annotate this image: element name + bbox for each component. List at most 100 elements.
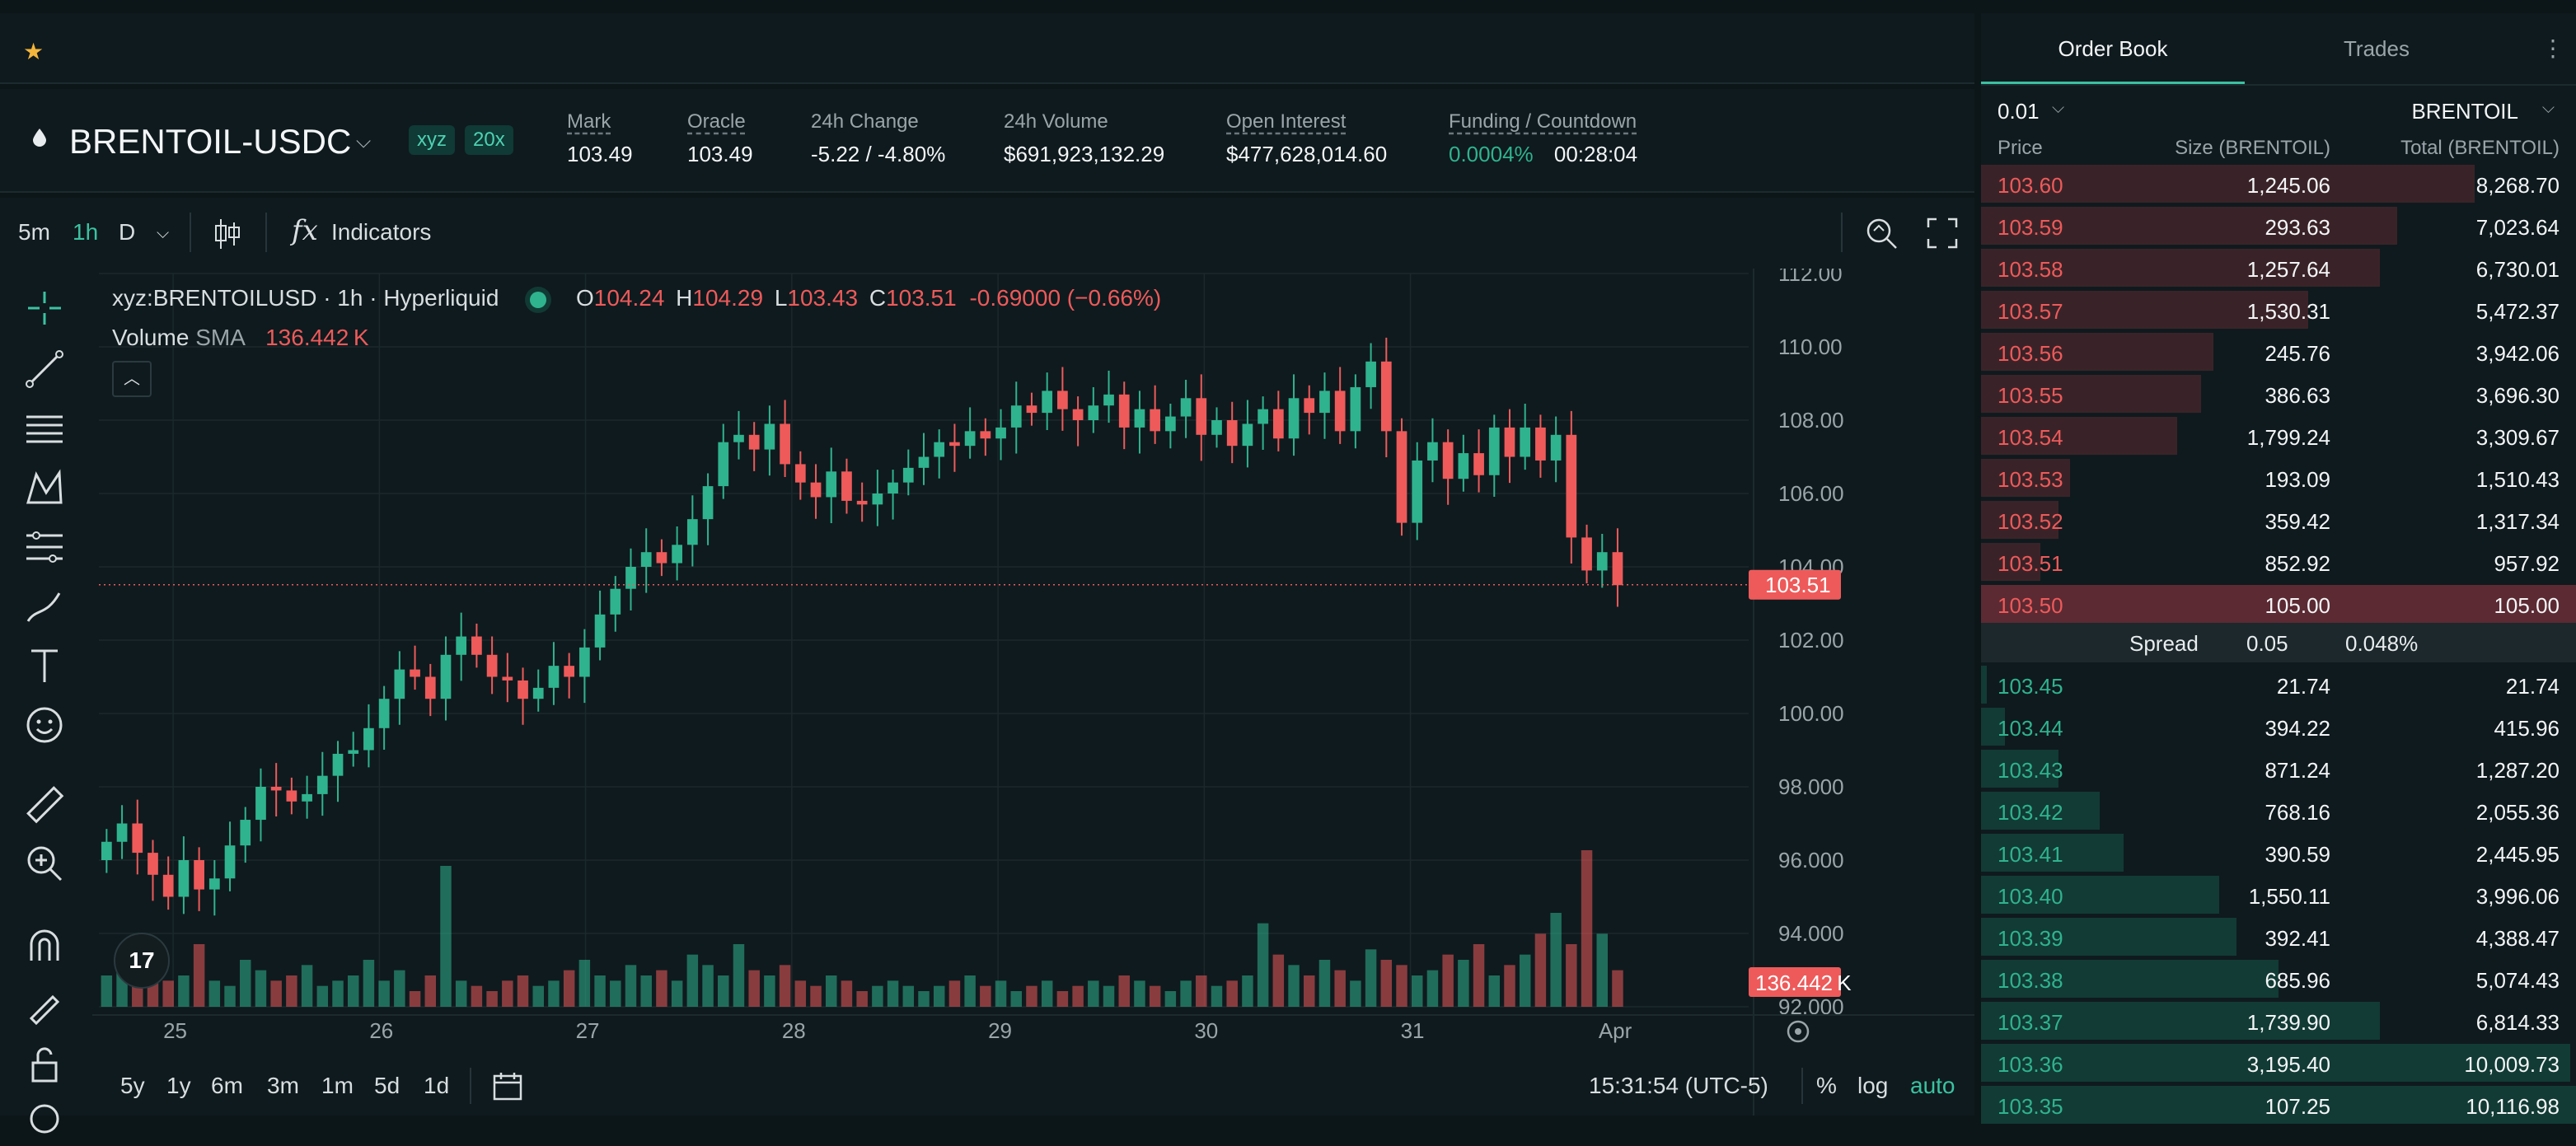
horizontal-lines-icon[interactable] <box>21 405 71 451</box>
bid-row[interactable]: 103.39 392.41 4,388.47 <box>1981 916 2576 957</box>
range-3m[interactable]: 3m <box>267 1073 299 1098</box>
spread-percent: 0.048% <box>2345 631 2419 656</box>
percent-toggle[interactable]: % <box>1816 1073 1837 1098</box>
crosshair-icon[interactable] <box>21 285 71 331</box>
volume-bar <box>702 965 714 1007</box>
ask-row[interactable]: 103.54 1,799.24 3,309.67 <box>1981 415 2576 456</box>
candle-body <box>1226 420 1238 447</box>
chevron-down-icon[interactable]: ⌵ <box>2541 99 2555 117</box>
y-tick-label: 96.000 <box>1778 848 1844 872</box>
range-1d[interactable]: 1d <box>424 1073 450 1098</box>
ask-row[interactable]: 103.58 1,257.64 6,730.01 <box>1981 247 2576 288</box>
tick-size-select[interactable]: 0.01 <box>1998 99 2040 124</box>
live-status-dot <box>530 291 547 308</box>
bid-row[interactable]: 103.42 768.16 2,055.36 <box>1981 790 2576 831</box>
bid-row[interactable]: 103.40 1,550.11 3,996.06 <box>1981 874 2576 915</box>
stat-label[interactable]: Funding / Countdown <box>1449 110 1637 133</box>
ask-row[interactable]: 103.52 359.42 1,317.34 <box>1981 499 2576 540</box>
order-total: 10,116.98 <box>2466 1094 2560 1119</box>
chevron-down-icon[interactable]: ⌵ <box>157 224 170 242</box>
chevron-down-icon[interactable]: ⌵ <box>356 130 372 152</box>
volume-bar <box>625 965 637 1007</box>
candlestick-chart[interactable]: 112.00110.00108.00106.00104.00102.00100.… <box>92 269 1974 1116</box>
indicators-button[interactable]: Indicators <box>331 219 432 245</box>
ohlc-label: H <box>676 285 693 311</box>
tab-trades[interactable]: Trades <box>2344 36 2410 61</box>
unlock-icon[interactable] <box>21 1041 71 1088</box>
lock-drawings-icon[interactable] <box>21 982 71 1028</box>
volume-bar <box>517 975 529 1007</box>
volume-bar <box>1056 991 1069 1007</box>
volume-bar <box>1458 960 1469 1007</box>
chevron-down-icon[interactable]: ⌵ <box>2052 99 2065 117</box>
brush-icon[interactable] <box>21 583 71 629</box>
ruler-icon[interactable] <box>21 781 71 827</box>
range-6m[interactable]: 6m <box>211 1073 243 1098</box>
bid-row[interactable]: 103.38 685.96 5,074.43 <box>1981 958 2576 999</box>
ask-row[interactable]: 103.53 193.09 1,510.43 <box>1981 457 2576 498</box>
candle-body <box>178 860 190 897</box>
ask-row[interactable]: 103.50 105.00 105.00 <box>1981 583 2576 624</box>
range-5y[interactable]: 5y <box>120 1073 145 1098</box>
bid-row[interactable]: 103.35 107.25 10,116.98 <box>1981 1084 2576 1125</box>
clock[interactable]: 15:31:54 (UTC-5) <box>1589 1073 1768 1098</box>
auto-toggle[interactable]: auto <box>1910 1073 1955 1098</box>
eye-icon[interactable] <box>21 1096 71 1142</box>
candle-body <box>1473 453 1484 475</box>
stat-label[interactable]: Oracle <box>687 110 746 133</box>
tab-order-book[interactable]: Order Book <box>1981 13 2245 84</box>
magnet-icon[interactable] <box>21 923 71 969</box>
pattern-icon[interactable] <box>21 465 71 511</box>
bid-row[interactable]: 103.41 390.59 2,445.95 <box>1981 832 2576 873</box>
ask-row[interactable]: 103.55 386.63 3,696.30 <box>1981 373 2576 414</box>
calendar-icon[interactable] <box>491 1069 524 1102</box>
fullscreen-icon[interactable] <box>1927 218 1958 249</box>
text-icon[interactable] <box>21 643 71 689</box>
ask-row[interactable]: 103.56 245.76 3,942.06 <box>1981 331 2576 372</box>
order-book-tabs: Order Book Trades ⋮ <box>1981 13 2576 86</box>
function-icon[interactable]: fx <box>292 214 318 247</box>
emoji-icon[interactable] <box>21 702 71 748</box>
bid-row[interactable]: 103.37 1,739.90 6,814.33 <box>1981 1000 2576 1041</box>
favorite-star-icon[interactable]: ★ <box>23 39 44 64</box>
timeframe-d[interactable]: D <box>119 219 136 245</box>
timeframe-5m[interactable]: 5m <box>18 219 50 245</box>
ask-row[interactable]: 103.59 293.63 7,023.64 <box>1981 205 2576 246</box>
divider <box>1841 213 1843 252</box>
ask-row[interactable]: 103.51 852.92 957.92 <box>1981 541 2576 582</box>
timeframe-1h[interactable]: 1h <box>73 219 99 245</box>
order-size: 105.00 <box>2265 593 2330 618</box>
tradingview-logo[interactable]: 17 <box>114 933 170 989</box>
zoom-in-icon[interactable] <box>21 840 71 886</box>
candle-body <box>471 636 482 655</box>
order-size: 1,739.90 <box>2246 1010 2330 1035</box>
candle-body <box>1103 394 1114 406</box>
asset-select[interactable]: BRENTOIL <box>2411 99 2518 124</box>
range-1m[interactable]: 1m <box>321 1073 354 1098</box>
bid-row[interactable]: 103.45 21.74 21.74 <box>1981 664 2576 705</box>
stat-label[interactable]: Mark <box>567 110 611 133</box>
stat-label[interactable]: Open Interest <box>1226 110 1347 133</box>
volume-bar <box>1365 949 1377 1007</box>
candle-style-icon[interactable] <box>213 218 242 250</box>
collapse-legend-button[interactable]: ︿ <box>112 361 152 397</box>
order-price: 103.39 <box>1998 926 2063 951</box>
trend-line-icon[interactable] <box>21 346 71 392</box>
x-tick-label: 29 <box>988 1018 1012 1043</box>
volume-bar <box>502 980 513 1007</box>
more-options-icon[interactable]: ⋮ <box>2541 35 2564 61</box>
range-1y[interactable]: 1y <box>166 1073 191 1098</box>
market-symbol[interactable]: BRENTOIL-USDC <box>69 122 352 161</box>
leverage-badge[interactable]: 20x <box>465 125 513 155</box>
bid-row[interactable]: 103.36 3,195.40 10,009.73 <box>1981 1042 2576 1083</box>
range-5d[interactable]: 5d <box>374 1073 400 1098</box>
price-chart[interactable]: 112.00 110.00 108.00 106.00 104.00 102.00 100.… <box>92 269 1974 1116</box>
volume-label: Volume <box>112 325 190 350</box>
bid-row[interactable]: 103.43 871.24 1,287.20 <box>1981 748 2576 789</box>
projection-icon[interactable] <box>21 524 71 570</box>
ask-row[interactable]: 103.57 1,530.31 5,472.37 <box>1981 289 2576 330</box>
bid-row[interactable]: 103.44 394.22 415.96 <box>1981 706 2576 747</box>
log-toggle[interactable]: log <box>1857 1073 1889 1098</box>
ask-row[interactable]: 103.60 1,245.06 8,268.70 <box>1981 163 2576 204</box>
zoom-magnifier-icon[interactable] <box>1864 216 1899 250</box>
